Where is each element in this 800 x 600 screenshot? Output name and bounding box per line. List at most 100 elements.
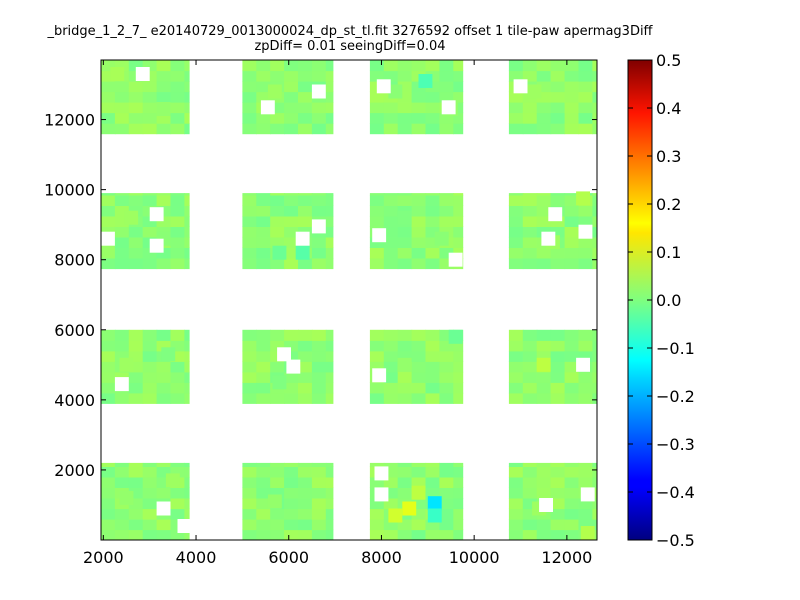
heatmap-cell [101,329,116,341]
heatmap-cell [397,194,413,206]
heatmap-cell [508,258,524,270]
heatmap-cell [128,340,144,352]
heatmap-cell [439,350,454,362]
heatmap-cell [184,91,190,103]
heatmap-cell [439,508,454,520]
heatmap-cell [156,466,172,478]
heatmap-cell [383,529,399,540]
heatmap-cell [564,91,580,103]
heatmap-cell [578,392,593,404]
heatmap-cell [298,487,313,499]
empty-cell [372,228,387,243]
heatmap-cell [508,487,524,499]
heatmap-cell [439,487,454,499]
heatmap-cell [369,60,385,72]
empty-cell [578,224,593,239]
heatmap-cell [397,476,413,488]
heatmap-cell [522,102,538,114]
y-axis: 2000 4000 6000 8000 10000 12000 [44,111,597,480]
heatmap-cell [578,258,593,270]
heatmap-cell [184,329,190,341]
x-tick-label: 2000 [83,548,124,567]
heatmap-cell [184,193,190,196]
heatmap-cell [101,215,116,227]
heatmap-cell [325,519,334,531]
y-tick-label: 12000 [44,111,95,130]
empty-cell [541,231,556,246]
heatmap-cell [170,60,185,72]
heatmap-cell [536,81,552,93]
heatmap-cell [256,60,271,72]
heatmap-cell [256,205,271,217]
heatmap-cell [298,91,313,103]
heatmap-cell [383,487,399,499]
heatmap-cell [522,226,538,238]
heatmap-cell [256,508,271,520]
heatmap-cell [156,70,172,82]
heatmap-cell [369,340,385,352]
heatmap-cell [114,194,130,206]
heatmap-cell [128,236,144,248]
heatmap-cell [522,476,538,488]
heatmap-cell [284,236,299,248]
heatmap-cell [184,371,190,383]
heatmap-cell [522,508,538,520]
heatmap-cell [256,476,271,488]
heatmap-cell [270,226,285,238]
heatmap-cell [325,476,334,488]
colorbar-tick-label: 0.4 [656,99,681,118]
heatmap-cell [142,508,158,520]
heatmap-cell [170,247,185,259]
y-tick-label: 2000 [54,461,95,480]
heatmap-cell [156,519,172,531]
heatmap-cell [311,529,327,540]
heatmap-cell [170,382,185,394]
heatmap-cell [550,529,566,540]
empty-cell [207,84,222,99]
heatmap-cell [522,498,538,510]
heatmap-cell [242,340,257,352]
heatmap-cell [508,371,524,383]
heatmap-cell [110,67,125,81]
heatmap-cell [508,60,524,72]
x-tick-label: 10000 [449,548,500,567]
heatmap-cell [242,236,257,248]
heatmap-cell [439,81,454,93]
x-axis: 2000 4000 6000 8000 10000 12000 [83,60,592,567]
heatmap-cell [411,123,427,135]
heatmap-cell [142,462,158,467]
heatmap-cell [325,498,334,510]
heatmap-cell [383,350,399,362]
heatmap-cell [270,258,285,270]
heatmap-cell [284,462,299,467]
heatmap-cell [184,476,190,488]
heatmap-cell [550,329,566,341]
heatmap-cell [298,81,313,93]
empty-cell [101,231,115,246]
heatmap-cell [427,496,442,511]
empty-cell [374,487,389,502]
heatmap-cell [284,476,299,488]
heatmap-cell [564,102,580,114]
y-tick-label: 8000 [54,251,95,270]
heatmap-cell [267,84,282,99]
heatmap-cell [508,215,524,227]
heatmap-cell [298,382,313,394]
heatmap-cell [242,476,257,488]
heatmap-cell [101,258,116,270]
heatmap-cell [536,487,552,499]
heatmap-cell [550,247,566,259]
heatmap-cell [508,91,524,103]
heatmap-cell [156,392,172,404]
heatmap-cell [270,215,285,227]
heatmap-cell [119,490,134,505]
heatmap-cell [411,91,427,103]
heatmap-cell [564,205,580,217]
heatmap-cell [101,102,116,114]
heatmap-cell [592,361,597,373]
heatmap-cell [439,382,454,394]
heatmap-cell [128,476,144,488]
heatmap-cell [453,361,464,373]
heatmap-cell [284,329,299,341]
